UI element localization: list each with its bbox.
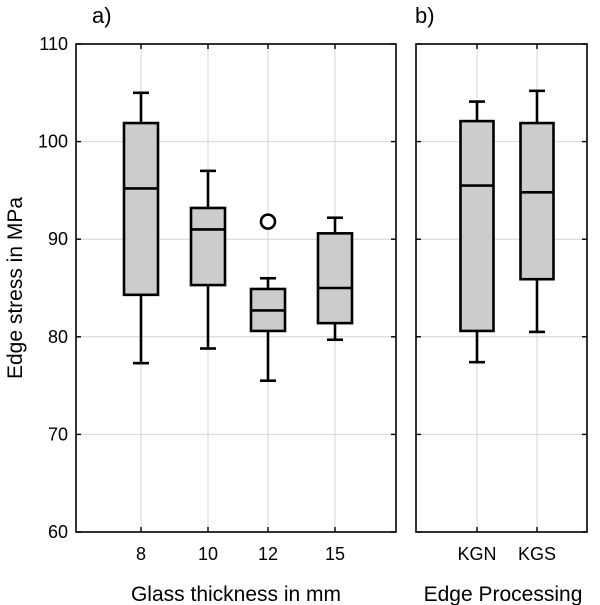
box-15 bbox=[316, 216, 354, 342]
outlier-point bbox=[259, 213, 277, 230]
plot-frame bbox=[415, 43, 588, 533]
x-tick-label-KGN: KGN bbox=[457, 544, 496, 564]
iqr-box bbox=[189, 206, 227, 287]
iqr-box bbox=[122, 121, 160, 297]
y-tick-label: 70 bbox=[48, 424, 68, 444]
y-axis-title: Edge stress in MPa bbox=[4, 197, 27, 379]
box-12 bbox=[249, 213, 287, 383]
panel-a: 60 70 80 90 100 110 8 10 12 15 a) Glass thickness i… bbox=[4, 3, 397, 605]
box-10 bbox=[189, 169, 227, 350]
plot-frame bbox=[75, 43, 397, 533]
panel-b: KGN KGS b) Edge Processing bbox=[415, 3, 588, 605]
x-tick-label-12: 12 bbox=[258, 544, 278, 564]
x-tick-label-15: 15 bbox=[325, 544, 345, 564]
y-tick-label: 100 bbox=[38, 132, 68, 152]
x-axis-title: Edge Processing bbox=[424, 583, 583, 605]
iqr-box bbox=[316, 232, 354, 325]
box-8 bbox=[122, 91, 160, 365]
panel-label: b) bbox=[415, 3, 435, 28]
x-tick-label-10: 10 bbox=[198, 544, 218, 564]
iqr-box bbox=[459, 119, 495, 333]
y-tick-label: 80 bbox=[48, 327, 68, 347]
y-tick-label: 90 bbox=[48, 229, 68, 249]
y-tick-label: 110 bbox=[39, 34, 68, 54]
x-tick-label-8: 8 bbox=[136, 544, 146, 564]
x-axis-title: Glass thickness in mm bbox=[131, 583, 341, 605]
x-tick-label-KGS: KGS bbox=[518, 544, 556, 564]
y-tick-label: 60 bbox=[48, 522, 68, 542]
box-KGN bbox=[459, 100, 495, 364]
panel-label: a) bbox=[92, 3, 112, 28]
iqr-box bbox=[519, 121, 555, 281]
box-KGS bbox=[519, 89, 555, 334]
